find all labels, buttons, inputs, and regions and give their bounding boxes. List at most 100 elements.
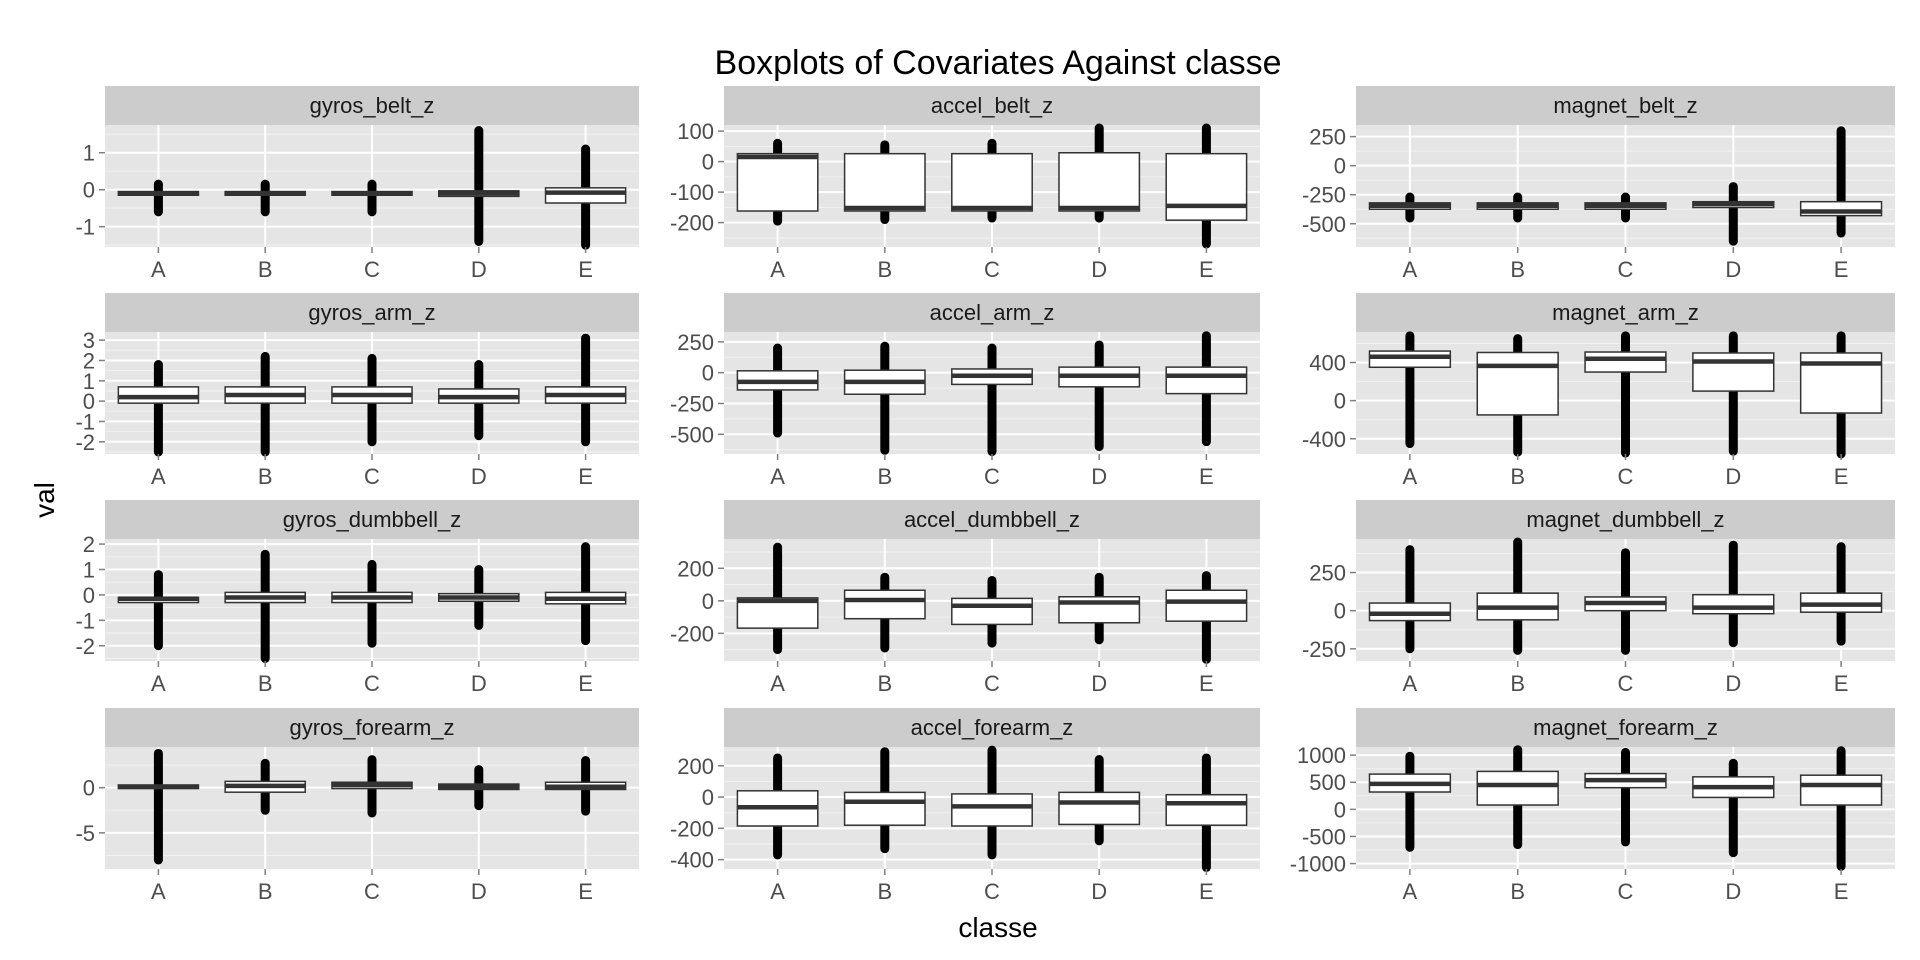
x-tick-label: E xyxy=(1834,879,1849,904)
y-tick-label: 0 xyxy=(1334,389,1346,414)
box-gyros_belt_z-A xyxy=(117,179,200,217)
box-gyros_forearm_z-C xyxy=(331,755,413,818)
panel-strip xyxy=(1356,500,1895,539)
x-tick-label: B xyxy=(258,257,273,282)
box-iqr xyxy=(544,187,627,204)
x-tick-label: C xyxy=(984,257,1000,282)
box-iqr xyxy=(1165,366,1248,395)
panel-strip xyxy=(724,293,1260,332)
panel-strip xyxy=(724,86,1260,125)
y-tick-label: -2 xyxy=(75,430,95,455)
x-tick-label: D xyxy=(1725,671,1741,696)
panel-strip xyxy=(724,708,1260,747)
x-tick-label: C xyxy=(1618,464,1634,489)
box-accel_dumbbell_z-E xyxy=(1165,571,1248,664)
y-tick-label: 100 xyxy=(677,119,714,144)
x-tick-label: E xyxy=(1834,464,1849,489)
box-magnet_arm_z-D xyxy=(1692,331,1775,456)
box-gyros_belt_z-B xyxy=(224,179,306,217)
box-accel_dumbbell_z-B xyxy=(843,572,926,653)
x-tick-label: C xyxy=(364,671,380,696)
y-tick-label: -400 xyxy=(670,848,714,873)
box-magnet_dumbbell_z-E xyxy=(1799,542,1883,646)
box-gyros_forearm_z-E xyxy=(544,756,627,816)
x-tick-label: A xyxy=(151,464,166,489)
box-iqr xyxy=(1476,351,1559,416)
x-tick-label: D xyxy=(1091,671,1107,696)
y-tick-label: 0 xyxy=(1334,154,1346,179)
x-tick-label: A xyxy=(770,464,785,489)
panel-gyros_belt_z: gyros_belt_z -1 0 1 A B C D E xyxy=(75,86,639,282)
box-accel_forearm_z-E xyxy=(1165,753,1248,872)
x-tick-label: E xyxy=(578,671,593,696)
chart-title: Boxplots of Covariates Against classe xyxy=(715,44,1282,82)
x-tick-label: B xyxy=(258,879,273,904)
panel-strip-label: gyros_belt_z xyxy=(310,93,435,118)
x-axis-title: classe xyxy=(958,912,1037,943)
y-tick-label: 1000 xyxy=(1297,743,1346,768)
box-accel_belt_z-C xyxy=(951,138,1033,223)
box-gyros_belt_z-E xyxy=(544,144,627,250)
y-tick-label: 1 xyxy=(83,369,95,394)
x-tick-label: D xyxy=(1091,257,1107,282)
box-iqr xyxy=(1058,791,1141,826)
panel-accel_belt_z: accel_belt_z -200 -100 0 100 A B C D E xyxy=(670,86,1260,282)
x-tick-label: E xyxy=(1834,257,1849,282)
y-tick-label: 0 xyxy=(702,150,714,175)
box-accel_arm_z-B xyxy=(843,341,926,455)
y-tick-label: 2 xyxy=(83,532,95,557)
y-tick-label: 0 xyxy=(83,389,95,414)
box-iqr xyxy=(951,793,1033,827)
x-tick-label: C xyxy=(364,879,380,904)
y-tick-label: 1 xyxy=(83,141,95,166)
panel-strip-label: accel_belt_z xyxy=(931,93,1053,118)
panel-strip-label: magnet_dumbbell_z xyxy=(1526,507,1724,532)
y-tick-label: -100 xyxy=(670,180,714,205)
x-tick-label: B xyxy=(877,464,892,489)
box-magnet_dumbbell_z-B xyxy=(1476,537,1559,655)
panel-magnet_arm_z: magnet_arm_z -400 0 400 A B C D E xyxy=(1302,293,1895,489)
panel-accel_dumbbell_z: accel_dumbbell_z -200 0 200 A B C D E xyxy=(670,500,1260,696)
box-accel_belt_z-D xyxy=(1058,123,1141,223)
box-accel_belt_z-A xyxy=(736,138,819,226)
box-magnet_dumbbell_z-D xyxy=(1692,540,1775,648)
x-tick-label: E xyxy=(1199,671,1214,696)
box-accel_arm_z-D xyxy=(1058,340,1141,452)
y-tick-label: 250 xyxy=(677,330,714,355)
box-gyros_dumbbell_z-D xyxy=(438,565,520,630)
box-magnet_belt_z-E xyxy=(1799,126,1883,238)
panel-accel_forearm_z: accel_forearm_z -400 -200 0 200 A B C D E xyxy=(670,708,1260,904)
x-tick-label: B xyxy=(1510,671,1525,696)
y-tick-label: 250 xyxy=(1309,561,1346,586)
y-tick-label: 0 xyxy=(83,583,95,608)
x-tick-label: D xyxy=(1725,879,1741,904)
x-tick-label: E xyxy=(1834,671,1849,696)
box-iqr xyxy=(1799,774,1883,806)
panel-strip-label: magnet_arm_z xyxy=(1552,300,1699,325)
box-magnet_forearm_z-A xyxy=(1368,751,1452,852)
y-tick-label: 3 xyxy=(83,328,95,353)
x-tick-label: E xyxy=(578,257,593,282)
y-tick-label: -500 xyxy=(670,422,714,447)
panel-strip-label: gyros_arm_z xyxy=(308,300,435,325)
box-iqr xyxy=(736,152,819,212)
x-tick-label: D xyxy=(471,879,487,904)
panel-strip-label: accel_forearm_z xyxy=(911,715,1074,740)
box-accel_dumbbell_z-A xyxy=(736,542,819,655)
y-tick-label: 2 xyxy=(83,348,95,373)
y-tick-label: 200 xyxy=(677,754,714,779)
panel-strip xyxy=(105,708,639,747)
panel-strip xyxy=(1356,293,1895,332)
box-accel_dumbbell_z-D xyxy=(1058,572,1141,645)
box-magnet_arm_z-E xyxy=(1799,331,1883,459)
x-tick-label: D xyxy=(1091,879,1107,904)
x-tick-label: A xyxy=(770,671,785,696)
x-tick-label: D xyxy=(471,257,487,282)
x-tick-label: D xyxy=(471,671,487,696)
panel-magnet_dumbbell_z: magnet_dumbbell_z -250 0 250 A B C D E xyxy=(1302,500,1895,696)
box-gyros_belt_z-D xyxy=(438,126,520,246)
box-iqr xyxy=(1058,152,1141,212)
box-gyros_forearm_z-D xyxy=(438,765,520,811)
